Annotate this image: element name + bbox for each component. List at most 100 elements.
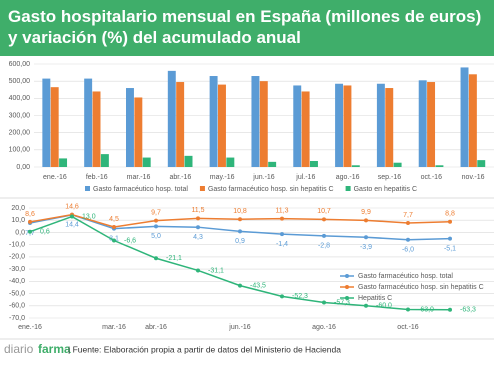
data-label: -3,9 bbox=[360, 244, 372, 251]
legend-label: Hepatitis C bbox=[358, 295, 392, 302]
bar bbox=[335, 83, 344, 167]
x-tick-label: abr.-16 bbox=[169, 174, 191, 181]
marker bbox=[28, 229, 32, 234]
marker bbox=[406, 307, 410, 312]
bar bbox=[376, 83, 385, 167]
legend-label: Gasto farmacéutico hosp. sin hepatitis C bbox=[208, 186, 334, 193]
data-label: 9,9 bbox=[361, 209, 371, 216]
legend-swatch bbox=[199, 186, 205, 191]
marker bbox=[280, 294, 284, 299]
x-tick-label: mar.-16 bbox=[102, 324, 126, 331]
bar bbox=[385, 88, 394, 167]
x-tick-label: ago.-16 bbox=[336, 174, 360, 181]
y-tick-label: 0,00 bbox=[16, 164, 30, 171]
data-label: 10,7 bbox=[317, 208, 331, 215]
bar bbox=[427, 82, 436, 167]
marker bbox=[112, 238, 116, 243]
data-label: 9,7 bbox=[151, 209, 161, 216]
marker bbox=[364, 235, 368, 240]
bar bbox=[176, 82, 185, 167]
bar bbox=[167, 70, 176, 167]
marker bbox=[238, 229, 242, 234]
y-tick-label: -10,0 bbox=[9, 242, 25, 249]
marker bbox=[112, 224, 116, 229]
bar bbox=[393, 162, 402, 167]
bar bbox=[418, 80, 427, 167]
data-label: -60,0 bbox=[376, 303, 392, 310]
bar bbox=[226, 157, 235, 167]
marker bbox=[406, 221, 410, 226]
y-tick-label: -30,0 bbox=[9, 266, 25, 273]
marker bbox=[154, 256, 158, 261]
y-tick-label: 100,00 bbox=[9, 147, 31, 154]
marker bbox=[154, 224, 158, 229]
x-tick-label: nov.-16 bbox=[462, 174, 485, 181]
x-tick-label: jun.-16 bbox=[228, 324, 251, 331]
bar bbox=[435, 165, 444, 167]
logo-bold: farma bbox=[38, 342, 71, 356]
data-label: 11,3 bbox=[275, 207, 288, 214]
data-label: 14,4 bbox=[65, 222, 79, 229]
marker bbox=[406, 237, 410, 242]
x-tick-label: oct.-16 bbox=[421, 174, 443, 181]
y-tick-label: -60,0 bbox=[9, 303, 25, 310]
marker bbox=[280, 216, 284, 221]
bar bbox=[84, 78, 93, 167]
x-tick-label: sep.-16 bbox=[378, 174, 401, 181]
x-tick-label: ene.-16 bbox=[18, 324, 42, 331]
y-tick-label: -40,0 bbox=[9, 278, 25, 285]
bar bbox=[218, 84, 226, 167]
legend-swatch bbox=[85, 186, 90, 191]
data-label: -43,5 bbox=[250, 282, 266, 289]
bar bbox=[301, 91, 310, 167]
y-tick-label: 10,0 bbox=[11, 217, 25, 224]
x-tick-label: may.-16 bbox=[210, 174, 235, 181]
marker bbox=[364, 218, 368, 223]
legend-marker bbox=[345, 296, 349, 300]
data-label: -5,1 bbox=[444, 246, 456, 253]
bar bbox=[460, 67, 469, 167]
bar bbox=[251, 76, 260, 167]
y-tick-label: 600,00 bbox=[9, 61, 31, 68]
marker bbox=[238, 217, 242, 222]
legend-label: Gasto farmacéutico hosp. total bbox=[358, 273, 453, 280]
y-tick-label: 20,0 bbox=[11, 205, 25, 212]
x-tick-label: oct.-16 bbox=[397, 324, 419, 331]
marker bbox=[196, 268, 200, 273]
data-label: 4,3 bbox=[193, 234, 203, 241]
y-tick-label: 500,00 bbox=[9, 78, 31, 85]
source: | Fuente: Elaboración propia a partir de… bbox=[68, 344, 341, 354]
y-tick-label: 400,00 bbox=[9, 95, 31, 102]
data-label: -6,0 bbox=[402, 247, 414, 254]
data-label: 5,0 bbox=[151, 233, 161, 240]
y-tick-label: 200,00 bbox=[9, 130, 31, 137]
x-tick-label: abr.-16 bbox=[145, 324, 167, 331]
y-tick-label: -20,0 bbox=[9, 254, 25, 261]
data-label: -52,3 bbox=[292, 293, 308, 300]
bar bbox=[259, 81, 268, 167]
marker bbox=[196, 225, 200, 230]
data-label: 13,0 bbox=[82, 213, 96, 220]
x-tick-label: ago.-16 bbox=[312, 324, 336, 331]
bar bbox=[477, 160, 486, 167]
bar bbox=[126, 88, 134, 167]
bar bbox=[209, 76, 218, 167]
x-tick-label: jul.-16 bbox=[295, 174, 315, 181]
x-tick-label: mar.-16 bbox=[127, 174, 151, 181]
data-label: 8,8 bbox=[445, 211, 455, 218]
data-label: -2,8 bbox=[318, 243, 330, 250]
bar bbox=[92, 91, 101, 167]
data-label: -31,1 bbox=[208, 267, 224, 274]
data-label: -21,1 bbox=[166, 255, 182, 262]
bar bbox=[134, 97, 143, 167]
y-tick-label: 300,00 bbox=[9, 112, 31, 119]
bar bbox=[100, 154, 109, 167]
bar bbox=[142, 157, 151, 167]
marker bbox=[238, 283, 242, 288]
bar bbox=[310, 160, 318, 167]
data-label: 11,5 bbox=[191, 207, 204, 214]
data-label: -6,6 bbox=[124, 237, 136, 244]
marker bbox=[322, 233, 326, 238]
marker bbox=[196, 216, 200, 221]
x-tick-label: feb.-16 bbox=[86, 174, 108, 181]
